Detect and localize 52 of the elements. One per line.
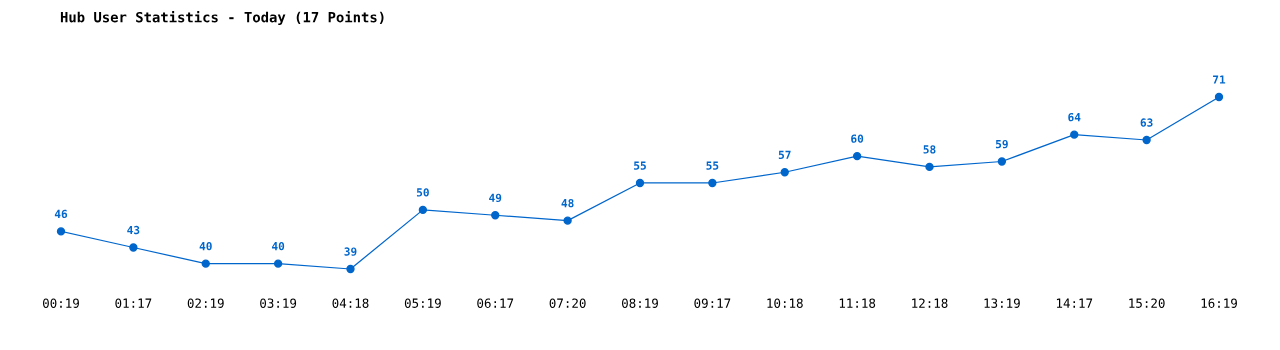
x-tick-label: 04:18 xyxy=(332,298,369,308)
data-label: 55 xyxy=(706,161,719,170)
point xyxy=(1142,135,1151,145)
x-tick-label: 07:20 xyxy=(549,298,586,308)
data-label: 39 xyxy=(344,247,357,256)
point xyxy=(1070,130,1079,139)
x-tick-label: 02:19 xyxy=(187,298,224,308)
data-label: 58 xyxy=(923,145,936,154)
data-label: 60 xyxy=(851,134,864,143)
data-label: 57 xyxy=(778,150,791,159)
point xyxy=(780,168,789,177)
point xyxy=(1214,92,1224,102)
point xyxy=(201,259,210,268)
data-label: 49 xyxy=(489,193,502,203)
x-tick-label: 11:18 xyxy=(839,298,876,308)
x-tick-label: 16:19 xyxy=(1201,298,1237,308)
chart-title: Hub User Statistics - Today (17 Points) xyxy=(60,10,384,26)
x-tick-label: 05:19 xyxy=(404,298,441,308)
x-tick-label: 09:17 xyxy=(694,298,731,308)
x-tick-label: 12:18 xyxy=(912,298,948,308)
data-label: 40 xyxy=(271,241,285,251)
data-label: 59 xyxy=(995,139,1008,149)
x-tick-label: 01:17 xyxy=(115,298,152,308)
x-tick-label: 00:19 xyxy=(43,298,79,308)
point xyxy=(129,243,138,252)
point xyxy=(56,227,66,236)
point xyxy=(273,259,283,268)
x-tick-label: 15:20 xyxy=(1129,298,1165,308)
data-label: 48 xyxy=(561,198,574,208)
point xyxy=(418,205,428,215)
data-label: 71 xyxy=(1213,75,1226,84)
x-tick-label: 08:19 xyxy=(622,298,658,308)
point xyxy=(491,211,500,220)
point xyxy=(563,216,572,225)
data-label: 43 xyxy=(127,225,140,235)
point xyxy=(925,162,934,172)
data-label: 40 xyxy=(199,241,212,251)
data-label: 50 xyxy=(416,188,429,197)
point xyxy=(852,151,862,161)
data-label: 46 xyxy=(54,209,68,219)
point xyxy=(997,157,1007,166)
x-tick-label: 10:18 xyxy=(767,298,803,308)
data-label: 63 xyxy=(1140,118,1153,127)
x-tick-label: 14:17 xyxy=(1056,298,1093,308)
x-tick-label: 03:19 xyxy=(260,298,297,308)
point xyxy=(708,178,717,188)
point xyxy=(635,178,645,188)
x-tick-label: 13:19 xyxy=(984,298,1020,308)
data-label: 55 xyxy=(634,161,646,170)
point xyxy=(346,264,355,274)
x-tick-label: 06:17 xyxy=(477,298,514,308)
data-label: 64 xyxy=(1068,112,1081,122)
